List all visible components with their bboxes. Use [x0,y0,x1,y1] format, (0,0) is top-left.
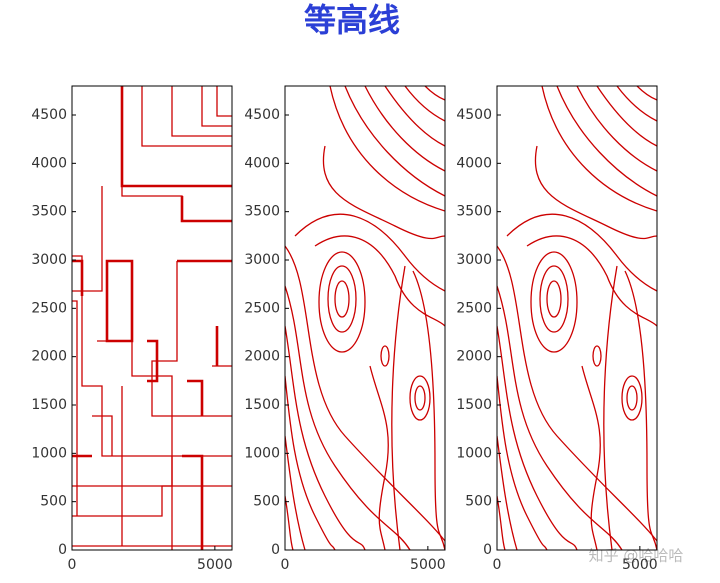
contour-set [72,86,232,550]
y-tick-label: 4000 [456,155,492,171]
contour-lines [72,86,232,550]
plot-frame [496,85,658,551]
y-tick-label: 3000 [31,252,67,268]
y-tick-label: 1000 [244,445,280,461]
watermark: 知乎 @哈哈哈 [589,547,684,565]
x-tick-label: 0 [493,557,502,573]
y-tick-label: 1500 [456,397,492,413]
y-tick-label: 4500 [456,107,492,123]
y-tick-label: 3500 [31,204,67,220]
y-tick-label: 4500 [244,107,280,123]
contour-set [497,86,657,550]
contour-lines [497,86,657,550]
x-tick-label: 0 [68,557,77,573]
y-tick-label: 2000 [456,349,492,365]
y-tick-label: 500 [40,494,67,510]
y-tick-label: 1000 [31,445,67,461]
contour-set [285,86,445,550]
y-tick-label: 4000 [31,155,67,171]
y-tick-label: 3000 [456,252,492,268]
y-tick-label: 0 [58,542,67,558]
x-tick-label: 0 [281,557,290,573]
y-tick-label: 2500 [244,300,280,316]
y-tick-label: 500 [253,494,280,510]
y-tick-label: 500 [465,494,492,510]
y-tick-label: 4000 [244,155,280,171]
y-tick-label: 2000 [31,349,67,365]
plot-frame [71,85,233,551]
y-tick-label: 0 [483,542,492,558]
x-tick-label: 5000 [197,557,233,573]
figure-title: 等高线 [304,1,400,39]
y-tick-label: 0 [271,542,280,558]
x-tick-label: 5000 [622,557,658,573]
y-tick-label: 3000 [244,252,280,268]
y-tick-label: 1500 [31,397,67,413]
y-tick-label: 3500 [244,204,280,220]
y-tick-label: 1000 [456,445,492,461]
plot-frame [284,85,446,551]
y-tick-label: 2500 [31,300,67,316]
y-tick-label: 2000 [244,349,280,365]
y-tick-label: 1500 [244,397,280,413]
y-tick-label: 2500 [456,300,492,316]
contour-lines [285,86,445,550]
y-tick-label: 4500 [31,107,67,123]
x-tick-label: 5000 [410,557,446,573]
y-tick-label: 3500 [456,204,492,220]
